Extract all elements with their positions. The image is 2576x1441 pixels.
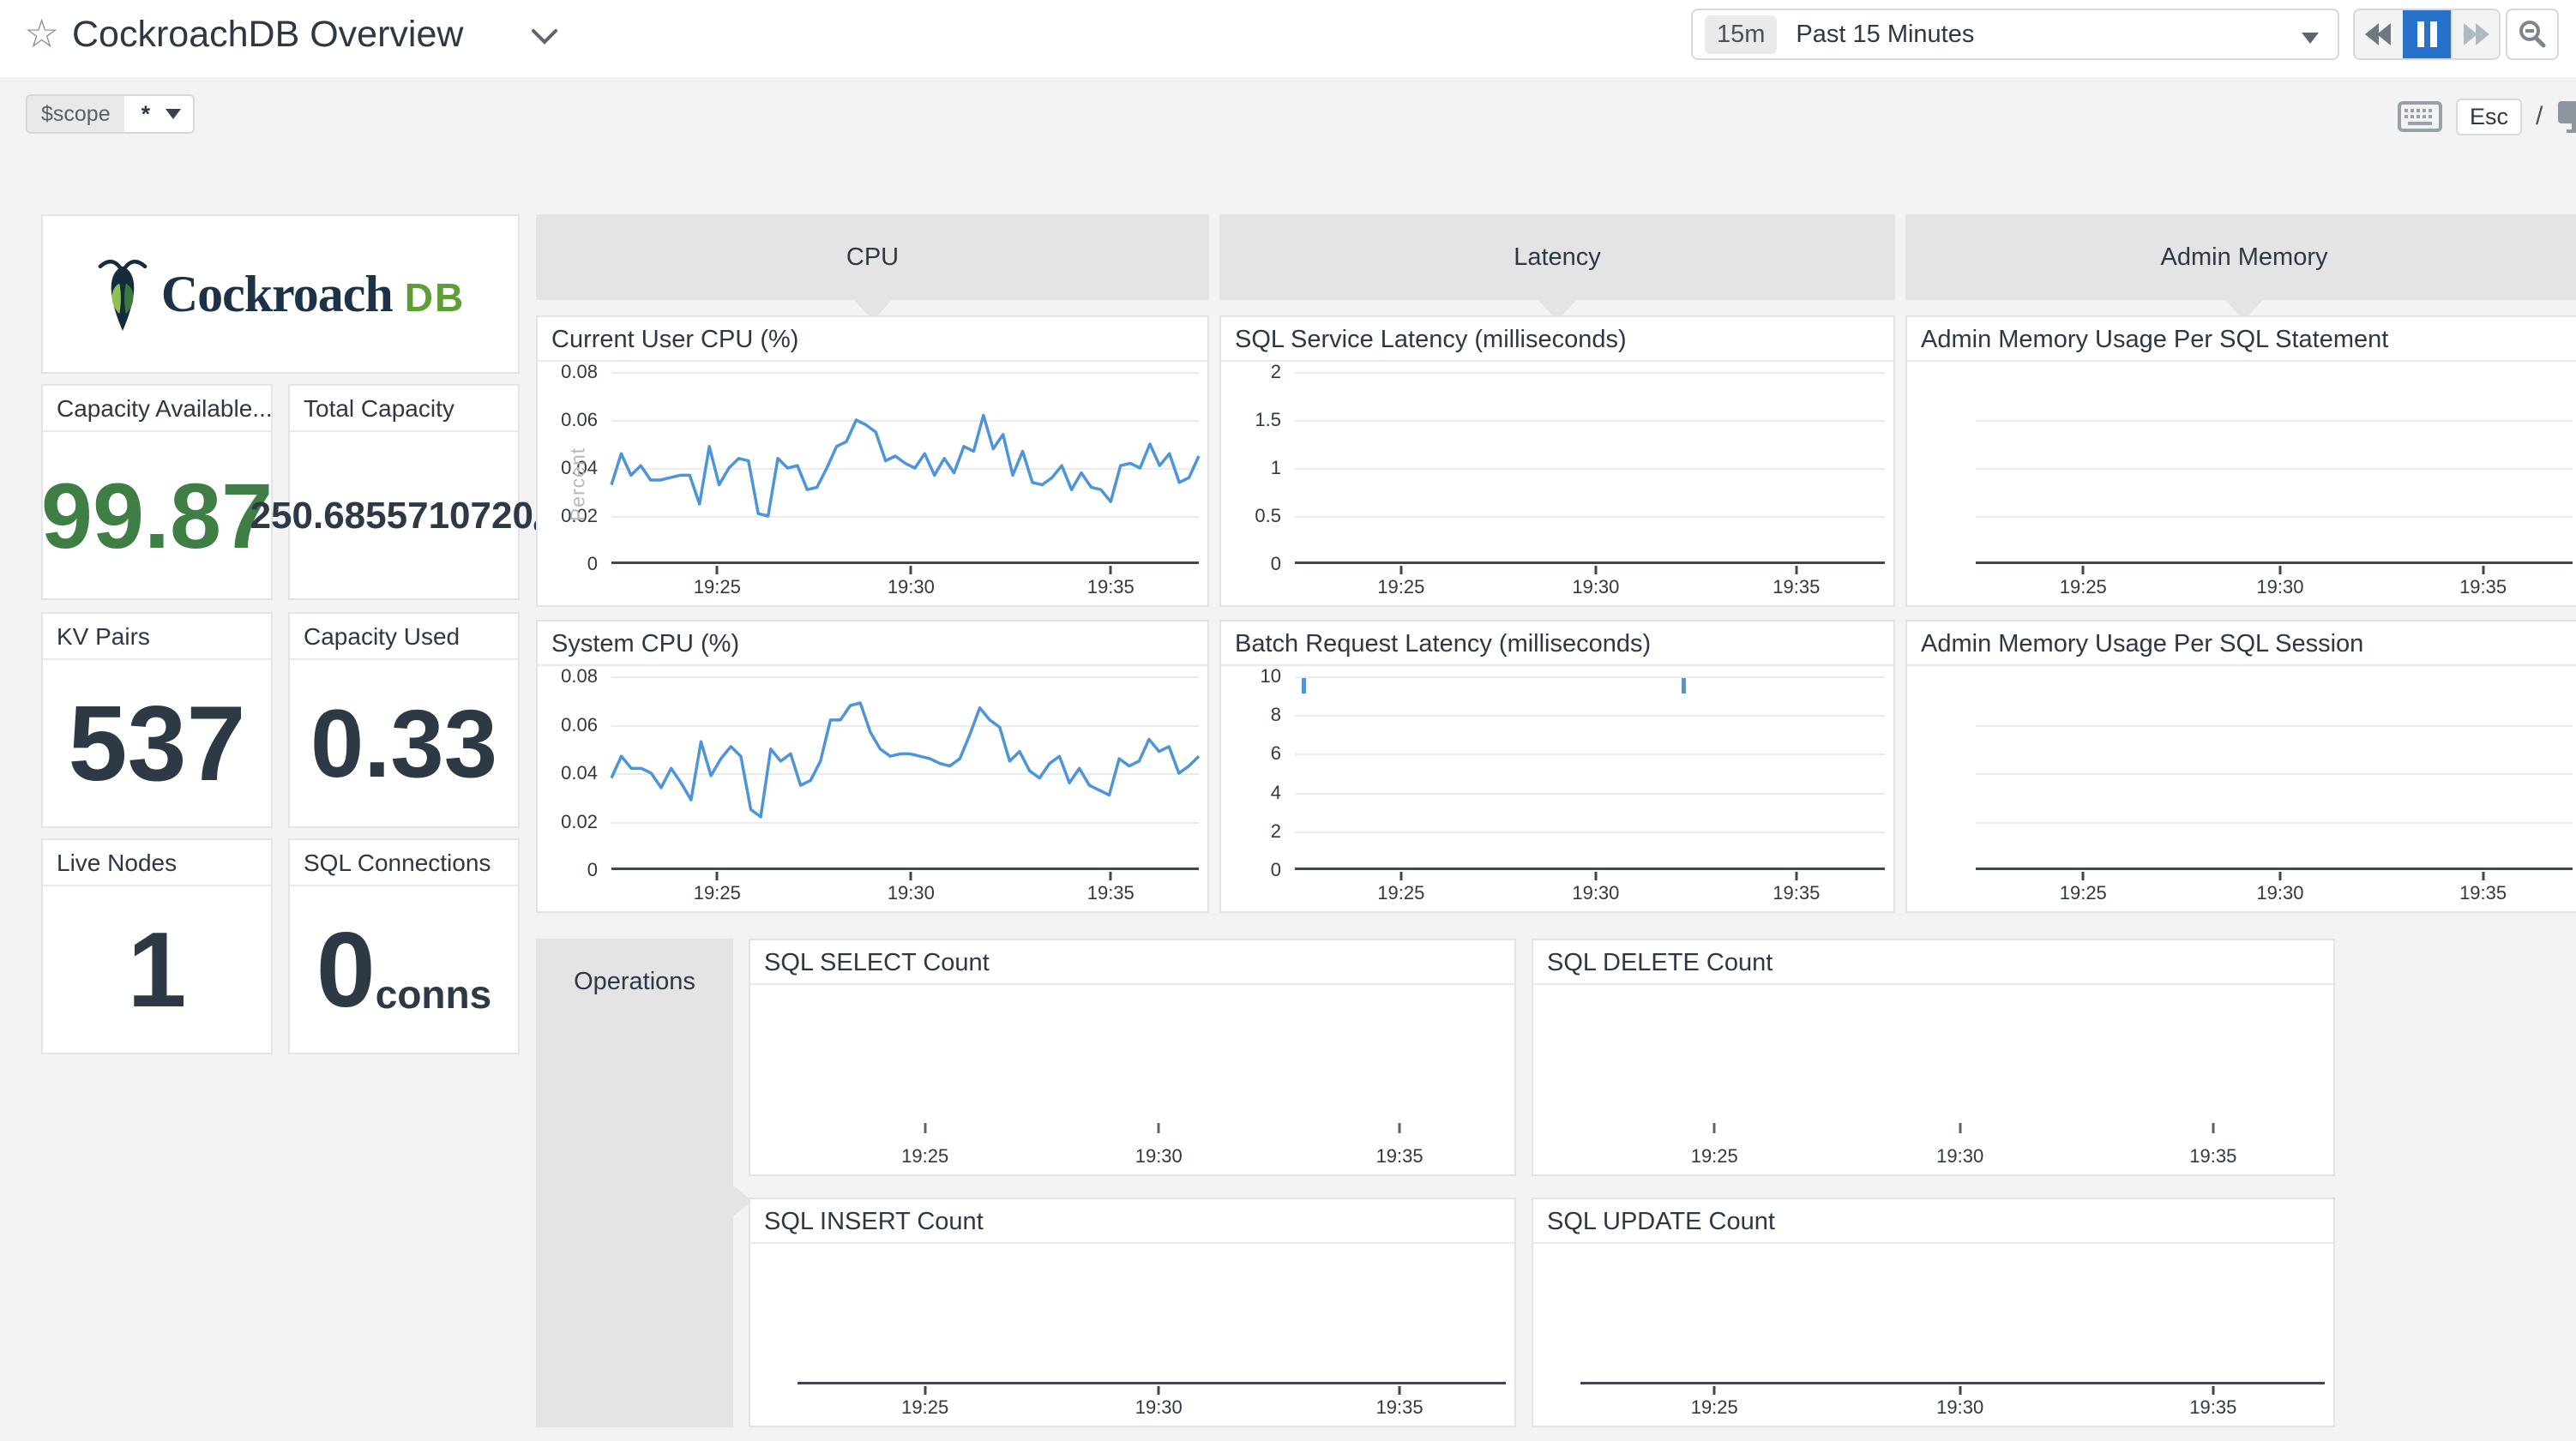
group-label: Operations: [574, 968, 695, 995]
esc-key-badge: Esc: [2456, 98, 2523, 135]
stat-card-sql-connections: SQL Connections 0 conns: [288, 838, 520, 1054]
time-range-selector[interactable]: 15m Past 15 Minutes: [1691, 9, 2339, 60]
favorite-star-icon[interactable]: ☆: [24, 11, 60, 56]
cockroachdb-logo: Cockroach DB: [96, 255, 465, 333]
scope-value-text: *: [141, 100, 151, 127]
group-label: Admin Memory: [2160, 243, 2328, 271]
rewind-button[interactable]: [2355, 10, 2403, 58]
zoom-out-button[interactable]: [2506, 9, 2559, 60]
chart-title: SQL SELECT Count: [750, 940, 1514, 985]
chart-plot[interactable]: 19:25 19:30 19:35: [750, 987, 1514, 1174]
scope-variable-name: $scope: [27, 96, 124, 132]
slash-separator: /: [2536, 102, 2543, 130]
chart-panel-sql-select-count: SQL SELECT Count 19:25 19:30 19:35: [749, 939, 1516, 1176]
stat-unit: conns: [375, 972, 492, 1017]
time-range-label: Past 15 Minutes: [1796, 20, 1975, 48]
chart-panel-system-cpu: System CPU (%) 0 0.02 0.04 0.06 0.08 19:25 19:…: [536, 620, 1209, 913]
group-header-latency: Latency: [1219, 214, 1895, 321]
chart-plot[interactable]: 0 0.02 0.04 0.06 0.08 19:25 19:30 19:35 Percent: [538, 361, 1207, 605]
chart-plot[interactable]: 0 0.02 0.04 0.06 0.08 19:25 19:30 19:35: [538, 665, 1207, 911]
logo-word: Cockroach: [160, 265, 394, 322]
time-dropdown-caret-icon: [2302, 33, 2319, 44]
cockroach-bug-icon: [98, 259, 147, 331]
chart-panel-sql-update-count: SQL UPDATE Count 19:25 19:30 19:35: [1532, 1198, 2335, 1427]
stat-card-total-capacity: Total Capacity 250.6855710720 GB: [250, 384, 557, 600]
chart-panel-admin-memory-session: Admin Memory Usage Per SQL Session 19:25…: [1905, 620, 2576, 913]
title-chevron-down-icon[interactable]: [530, 27, 559, 51]
pause-icon: [2417, 21, 2437, 47]
chart-title: SQL Service Latency (milliseconds): [1221, 317, 1893, 362]
chart-plot[interactable]: 19:25 19:30 19:35: [1533, 1246, 2333, 1426]
stat-card-kv-pairs: KV Pairs 537: [41, 612, 273, 828]
chart-plot[interactable]: 0 2 4 6 8 10 19:25 19:30 19:35: [1221, 665, 1893, 911]
keyboard-icon: [2398, 101, 2442, 132]
chart-plot[interactable]: 0 0.5 1 1.5 2 19:25 19:30 19:35: [1221, 361, 1893, 605]
pause-button[interactable]: [2403, 10, 2451, 58]
stat-card-title: KV Pairs: [43, 614, 271, 660]
stat-value: 537: [68, 685, 246, 803]
chart-plot[interactable]: 19:25 19:30 19:35: [1907, 363, 2576, 605]
chart-title: Batch Request Latency (milliseconds): [1221, 621, 1893, 666]
stat-value: 99.87: [40, 464, 274, 567]
logo-suffix: DB: [404, 275, 466, 320]
tv-mode-icon[interactable]: [2556, 99, 2576, 134]
group-tail: [733, 1186, 752, 1216]
stat-card-capacity-available: Capacity Available... 99.87: [41, 384, 273, 600]
scope-variable-value: *: [123, 96, 194, 132]
chart-title: Admin Memory Usage Per SQL Statement: [1907, 317, 2576, 362]
chart-panel-current-user-cpu: Current User CPU (%) 0 0.02 0.04 0.06 0.08 19…: [536, 315, 1209, 607]
stat-value: 0.33: [310, 690, 497, 797]
stat-value: 0: [316, 911, 376, 1030]
group-header-cpu: CPU: [536, 214, 1209, 321]
time-preset-badge: 15m: [1705, 15, 1778, 54]
playback-controls: [2353, 9, 2501, 60]
shortcut-hints: Esc /: [2398, 96, 2576, 137]
group-label: Latency: [1514, 243, 1601, 271]
stat-card-title: Capacity Used: [290, 614, 518, 660]
chart-panel-sql-insert-count: SQL INSERT Count 19:25 19:30 19:35: [749, 1198, 1516, 1427]
top-header: ☆ CockroachDB Overview 15m Past 15 Minut…: [0, 0, 2576, 77]
stat-card-live-nodes: Live Nodes 1: [41, 838, 273, 1054]
dashboard-title: CockroachDB Overview: [72, 14, 464, 55]
chart-title: Admin Memory Usage Per SQL Session: [1907, 621, 2576, 666]
stat-card-title: Live Nodes: [43, 840, 271, 886]
chart-title: Current User CPU (%): [538, 317, 1207, 362]
stat-card-title: SQL Connections: [290, 840, 518, 886]
chart-panel-admin-memory-statement: Admin Memory Usage Per SQL Statement 19:…: [1905, 315, 2576, 607]
group-header-operations: Operations: [536, 939, 752, 1427]
chart-title: System CPU (%): [538, 621, 1207, 666]
chart-plot[interactable]: 19:25 19:30 19:35: [1907, 668, 2576, 911]
chart-plot[interactable]: 19:25 19:30 19:35: [750, 1246, 1514, 1426]
stat-card-title: Capacity Available...: [43, 386, 271, 432]
cockroachdb-logo-card: Cockroach DB: [41, 214, 520, 374]
stat-value: 250.6855710720: [250, 495, 533, 537]
chart-panel-sql-delete-count: SQL DELETE Count 19:25 19:30 19:35: [1532, 939, 2335, 1176]
chart-title: SQL INSERT Count: [750, 1199, 1514, 1244]
stat-card-title: Total Capacity: [290, 386, 518, 432]
chart-title: SQL UPDATE Count: [1533, 1199, 2333, 1244]
template-variable-scope[interactable]: $scope *: [26, 94, 196, 134]
fast-forward-button[interactable]: [2451, 10, 2499, 58]
stat-card-capacity-used: Capacity Used 0.33: [288, 612, 520, 828]
chart-plot[interactable]: 19:25 19:30 19:35: [1533, 987, 2333, 1174]
magnifier-minus-icon: [2519, 21, 2546, 48]
chart-panel-sql-service-latency: SQL Service Latency (milliseconds) 0 0.5 1…: [1219, 315, 1895, 607]
group-label: CPU: [846, 243, 900, 271]
stat-value: 1: [127, 911, 187, 1030]
scope-dropdown-caret-icon: [166, 109, 182, 119]
group-header-admin-memory: Admin Memory: [1905, 214, 2576, 321]
chart-title: SQL DELETE Count: [1533, 940, 2333, 985]
